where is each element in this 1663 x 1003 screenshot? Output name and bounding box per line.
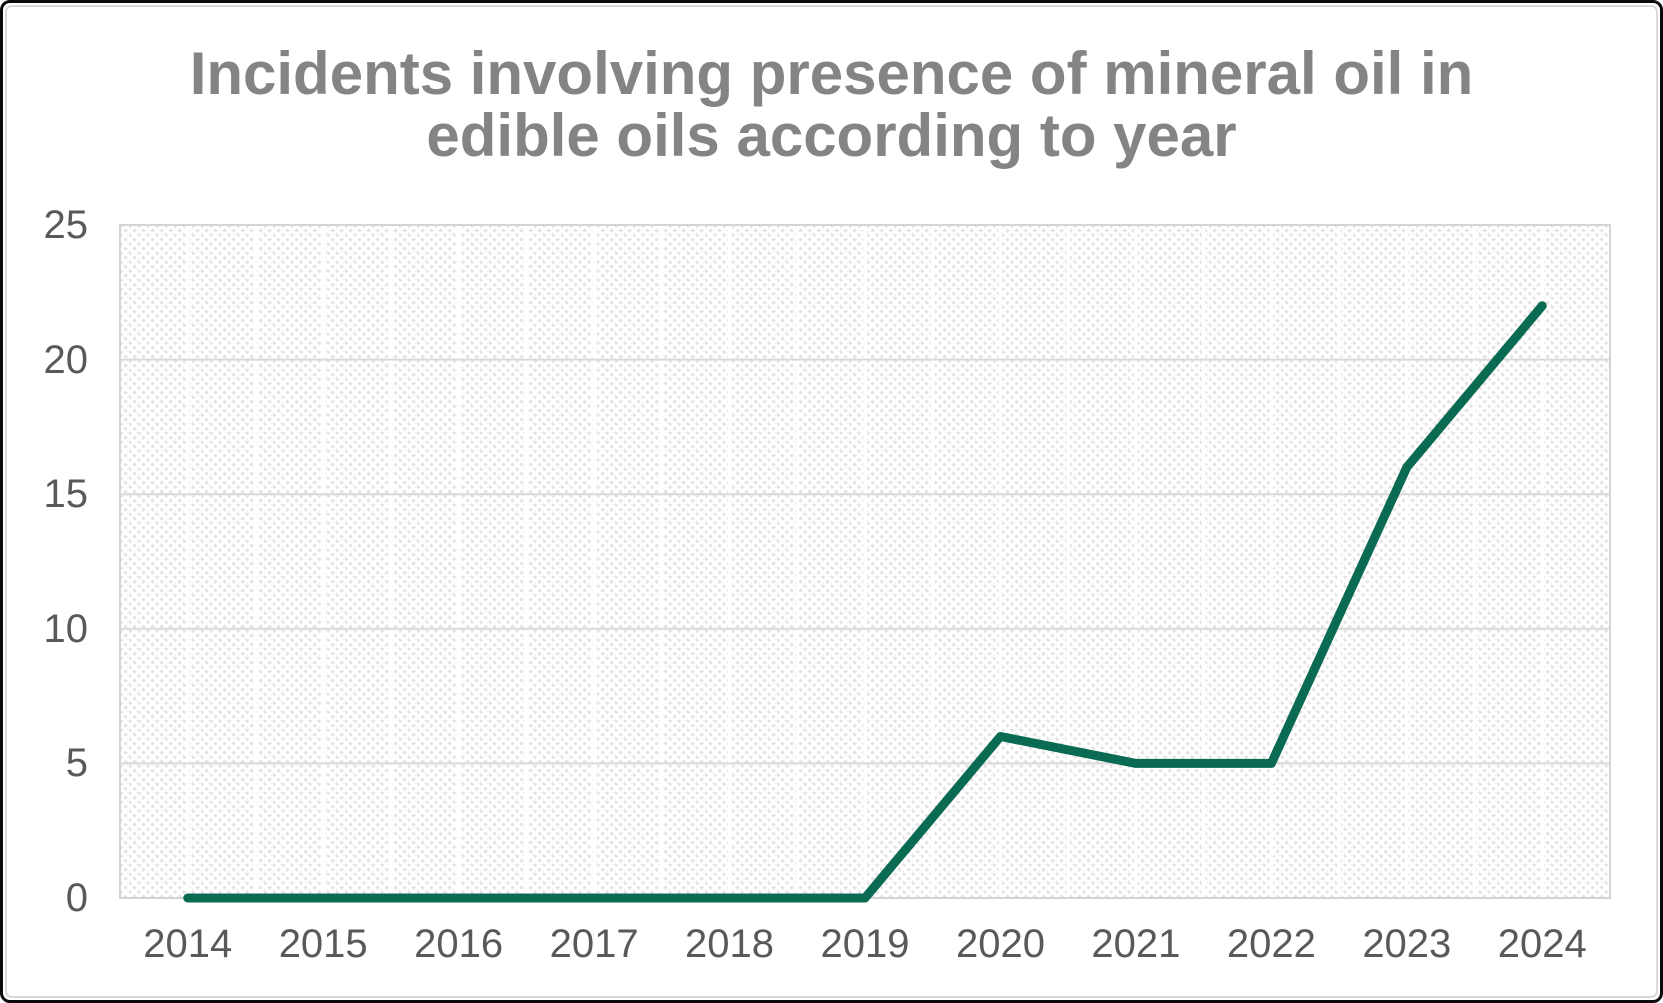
y-tick-label: 25 — [43, 203, 89, 247]
x-tick-label: 2015 — [278, 922, 368, 966]
horizontal-gridlines — [120, 358, 1610, 765]
y-tick-label: 10 — [43, 606, 89, 651]
chart-title: Incidents involving presence of mineral … — [3, 43, 1660, 167]
y-tick-label: 5 — [65, 741, 88, 786]
y-axis-tick-labels: 0 5 10 15 20 25 — [3, 3, 89, 1000]
y-tick-label: 0 — [65, 876, 88, 920]
x-tick-label: 2024 — [1497, 922, 1587, 966]
x-tick-label: 2017 — [549, 922, 639, 966]
x-tick-label: 2019 — [820, 922, 910, 966]
x-tick-label: 2020 — [955, 922, 1045, 966]
x-axis-tick-labels: 2014 2015 2016 2017 2018 2019 2020 2021 2022 2023… — [3, 921, 1660, 967]
chart-title-line-2: edible oils according to year — [426, 102, 1237, 169]
vertical-gridlines — [185, 225, 1545, 898]
chart-title-line-1: Incidents involving presence of mineral … — [189, 40, 1474, 107]
plot-area — [119, 224, 1611, 903]
x-tick-label: 2016 — [414, 922, 504, 966]
y-tick-label: 20 — [43, 337, 89, 382]
y-tick-label: 15 — [43, 472, 89, 517]
x-tick-label: 2021 — [1091, 922, 1181, 966]
x-tick-label: 2023 — [1362, 922, 1452, 966]
x-tick-label: 2022 — [1226, 922, 1316, 966]
data-line — [183, 301, 1547, 903]
x-tick-label: 2014 — [143, 922, 233, 966]
x-tick-label: 2018 — [685, 922, 775, 966]
